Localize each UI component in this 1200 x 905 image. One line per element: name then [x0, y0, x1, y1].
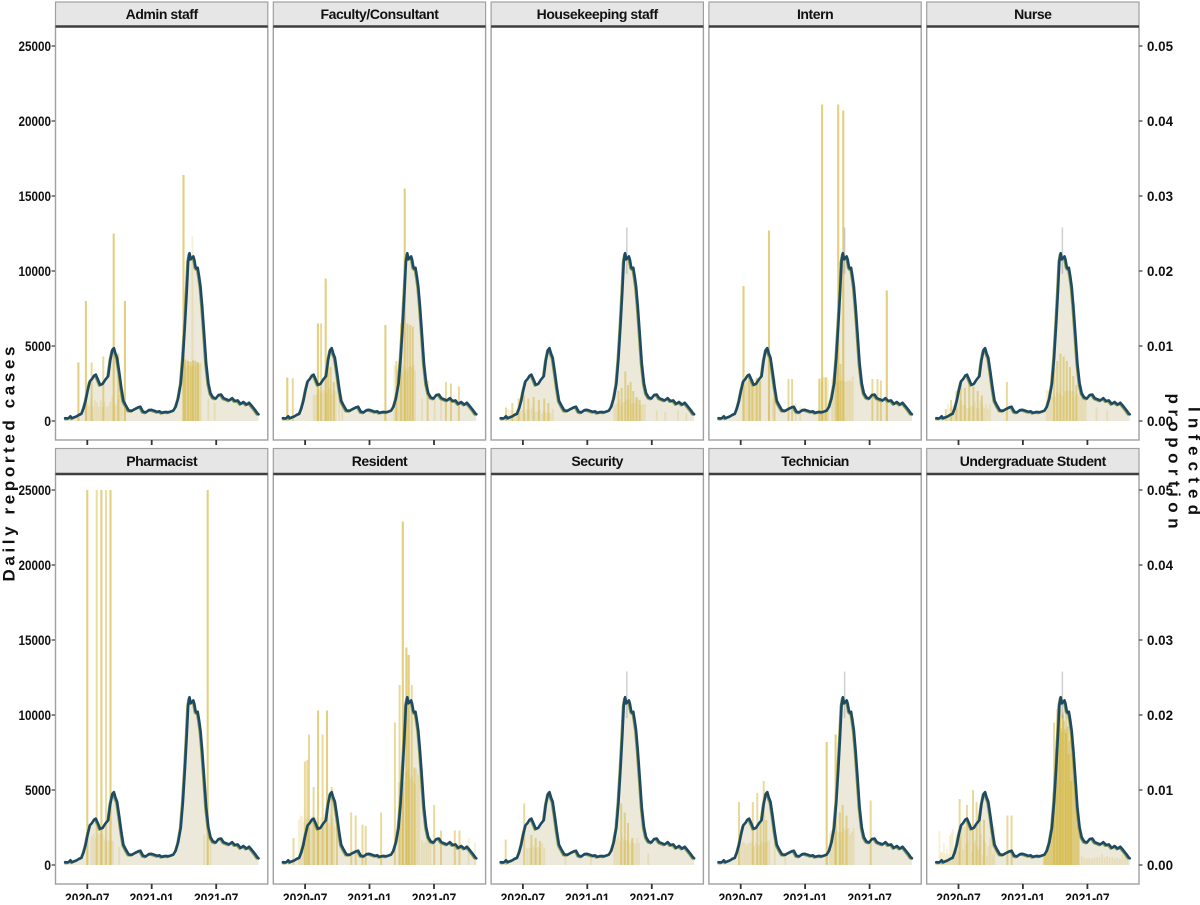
svg-text:Pharmacist: Pharmacist [126, 453, 198, 469]
svg-text:20000: 20000 [19, 557, 52, 573]
svg-text:Admin staff: Admin staff [126, 6, 199, 22]
svg-text:2021-01: 2021-01 [1001, 890, 1046, 900]
svg-text:0.04: 0.04 [1147, 557, 1173, 573]
svg-text:0.05: 0.05 [1147, 38, 1173, 54]
svg-text:10000: 10000 [19, 707, 52, 723]
svg-text:20000: 20000 [19, 113, 52, 129]
svg-text:Intern: Intern [797, 6, 833, 22]
svg-text:Undergraduate Student: Undergraduate Student [960, 453, 1107, 469]
svg-text:0.01: 0.01 [1147, 338, 1173, 354]
svg-text:0.01: 0.01 [1147, 782, 1173, 798]
svg-text:0.00: 0.00 [1147, 857, 1173, 873]
svg-text:Security: Security [571, 453, 623, 469]
svg-text:0.03: 0.03 [1147, 632, 1173, 648]
svg-text:2021-01: 2021-01 [129, 890, 174, 900]
svg-text:15000: 15000 [19, 632, 52, 648]
svg-text:Resident: Resident [352, 453, 408, 469]
svg-text:25000: 25000 [19, 482, 52, 498]
svg-text:2021-07: 2021-07 [1065, 890, 1110, 900]
svg-text:5000: 5000 [25, 338, 51, 354]
svg-text:2020-07: 2020-07 [718, 890, 763, 900]
svg-text:2021-01: 2021-01 [347, 890, 392, 900]
svg-text:Technician: Technician [781, 453, 849, 469]
svg-text:0: 0 [44, 413, 51, 429]
svg-text:2020-07: 2020-07 [65, 890, 110, 900]
svg-text:0.02: 0.02 [1147, 263, 1173, 279]
svg-text:2020-07: 2020-07 [501, 890, 546, 900]
svg-text:25000: 25000 [19, 38, 52, 54]
svg-text:0.02: 0.02 [1147, 707, 1173, 723]
svg-text:0.04: 0.04 [1147, 113, 1173, 129]
svg-text:2021-01: 2021-01 [783, 890, 828, 900]
svg-text:Housekeeping staff: Housekeeping staff [537, 6, 659, 22]
svg-text:10000: 10000 [19, 263, 52, 279]
svg-text:0.03: 0.03 [1147, 188, 1173, 204]
svg-text:0: 0 [44, 857, 51, 873]
svg-text:2021-07: 2021-07 [630, 890, 675, 900]
svg-text:15000: 15000 [19, 188, 52, 204]
svg-text:2021-07: 2021-07 [847, 890, 892, 900]
svg-text:2020-07: 2020-07 [283, 890, 328, 900]
svg-text:Nurse: Nurse [1014, 6, 1052, 22]
svg-text:proportion: proportion [1165, 394, 1184, 529]
svg-text:Faculty/Consultant: Faculty/Consultant [321, 6, 440, 22]
svg-text:5000: 5000 [25, 782, 51, 798]
svg-text:2021-01: 2021-01 [565, 890, 610, 900]
svg-text:2021-07: 2021-07 [412, 890, 457, 900]
svg-text:2021-07: 2021-07 [194, 890, 239, 900]
svg-text:2020-07: 2020-07 [936, 890, 981, 900]
